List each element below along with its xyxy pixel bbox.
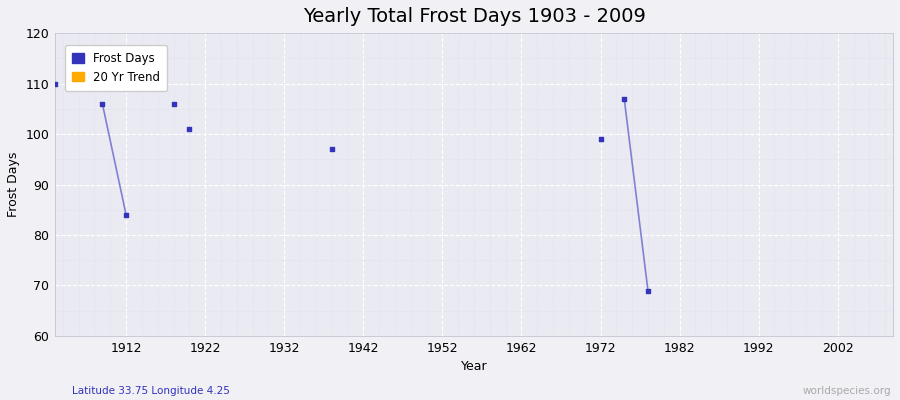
Title: Yearly Total Frost Days 1903 - 2009: Yearly Total Frost Days 1903 - 2009: [302, 7, 645, 26]
Legend: Frost Days, 20 Yr Trend: Frost Days, 20 Yr Trend: [65, 45, 167, 91]
Point: [617, 96, 632, 102]
Text: Latitude 33.75 Longitude 4.25: Latitude 33.75 Longitude 4.25: [72, 386, 230, 396]
Y-axis label: Frost Days: Frost Days: [7, 152, 20, 217]
Point: [166, 100, 181, 107]
X-axis label: Year: Year: [461, 360, 487, 373]
Point: [593, 136, 608, 142]
Point: [48, 80, 62, 87]
Point: [119, 212, 133, 218]
Point: [325, 146, 339, 152]
Point: [641, 287, 655, 294]
Point: [182, 126, 196, 132]
Text: worldspecies.org: worldspecies.org: [803, 386, 891, 396]
Point: [95, 100, 110, 107]
